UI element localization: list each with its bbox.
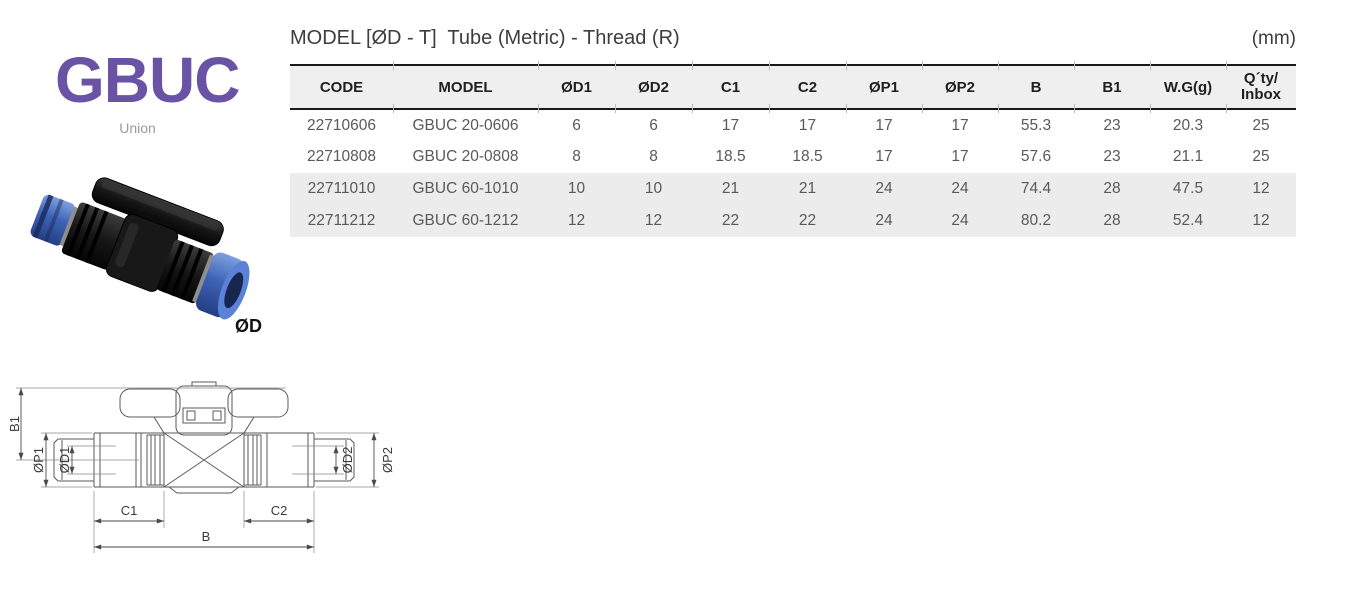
cell-c2: 21 [769,173,846,205]
cell-d1: 10 [538,173,615,205]
col-header-code: CODE [290,64,393,110]
cell-b: 80.2 [998,205,1074,237]
cell-code: 22710606 [307,116,376,134]
table-row: 22711010 GBUC 60-1010 10 10 21 21 24 24 … [290,173,1296,205]
cell-d2: 8 [649,148,658,165]
header-row: CODE MODEL ØD1 ØD2 C1 C2 ØP1 ØP2 B B1 W.… [290,62,1296,114]
dim-label-c2: C2 [271,503,288,518]
cell-d1: 6 [572,116,581,134]
cell-d2: 12 [615,205,692,237]
cell-b: 55.3 [1020,116,1052,134]
spec-table: CODE MODEL ØD1 ØD2 C1 C2 ØP1 ØP2 B B1 W.… [290,62,1296,237]
cell-c1: 17 [721,116,740,134]
dim-label-d1: ØD1 [57,447,72,474]
technical-drawing: B1 ØP1 ØD1 ØD2 ØP2 C1 C2 B [7,381,395,553]
cell-wg: 21.1 [1172,148,1204,165]
valve-outline [53,381,355,494]
cell-c2: 17 [798,116,817,134]
cell-model: GBUC 20-0808 [412,148,519,165]
cell-c1: 22 [692,205,769,237]
cell-b1: 23 [1103,148,1121,165]
cell-c1: 18.5 [715,148,746,165]
cell-code: 22711010 [290,173,393,205]
cell-wg: 20.3 [1172,116,1204,134]
col-header-d2: ØD2 [614,62,692,114]
cell-p1: 17 [875,148,893,165]
cell-p2: 17 [951,116,969,134]
cell-c2: 22 [769,205,846,237]
left-body [61,202,126,270]
col-header-b1: B1 [1073,62,1150,114]
col-header-model: MODEL [392,62,538,114]
col-header-qty: Q´ty/ Inbox [1225,62,1296,114]
cell-p1: 24 [846,205,922,237]
cell-b1: 28 [1074,173,1150,205]
cell-b: 74.4 [998,173,1074,205]
product-type-label: Union [119,120,156,136]
table-row: 22710808 GBUC 20-0808 8 8 18.5 18.5 17 1… [290,141,1296,173]
cell-qty: 25 [1252,116,1270,134]
cell-p1: 24 [846,173,922,205]
dim-label-d2: ØD2 [340,447,355,474]
cell-d1: 8 [572,148,581,165]
col-header-c2: C2 [768,62,846,114]
cell-b1: 28 [1074,205,1150,237]
right-body [157,240,215,304]
col-header-p2: ØP2 [921,62,998,114]
cell-b: 57.6 [1020,148,1052,165]
cell-model: GBUC 60-1212 [393,205,538,237]
cell-p2: 24 [922,205,998,237]
dim-label-p1: ØP1 [31,447,46,473]
cell-c1: 21 [692,173,769,205]
col-header-wg: W.G(g) [1149,62,1226,114]
cell-qty: 25 [1252,148,1270,165]
col-header-b: B [997,62,1074,114]
cell-p2: 17 [951,148,969,165]
dim-label-b: B [202,529,211,544]
cell-qty: 12 [1226,205,1296,237]
cell-b1: 23 [1103,116,1121,134]
valve-body [105,213,179,292]
col-header-d1: ØD1 [537,62,615,114]
dimension-lines [18,388,377,550]
dimension-labels: B1 ØP1 ØD1 ØD2 ØP2 C1 C2 B [7,416,395,544]
dim-label-b1: B1 [7,416,22,432]
product-photo: ØD [30,177,262,336]
cell-model: GBUC 60-1010 [393,173,538,205]
dim-label-p2: ØP2 [380,447,395,473]
cell-wg: 47.5 [1150,173,1226,205]
cell-model: GBUC 20-0606 [412,116,519,134]
cell-d2: 6 [649,116,658,134]
table-row: 22710606 GBUC 20-0606 6 6 17 17 17 17 55… [290,109,1296,141]
dim-label-c1: C1 [121,503,138,518]
unit-label: (mm) [1251,28,1296,49]
col-header-c1: C1 [691,62,769,114]
cell-p1: 17 [875,116,893,134]
cell-d1: 12 [538,205,615,237]
product-series-title: GBUC [55,44,240,116]
cell-c2: 18.5 [792,148,823,165]
cell-d2: 10 [615,173,692,205]
left-collet [30,194,79,247]
col-header-p1: ØP1 [845,62,922,114]
table-row: 22711212 GBUC 60-1212 12 12 22 22 24 24 … [290,205,1296,237]
cell-code: 22711212 [290,205,393,237]
right-collet [196,252,250,320]
photo-dimension-label: ØD [235,316,262,336]
cell-p2: 24 [922,173,998,205]
brand-block: GBUC Union [55,44,240,136]
cell-qty: 12 [1226,173,1296,205]
table-title-bar: MODEL [ØD - T] Tube (Metric) - Thread (R… [290,27,1296,50]
table-title: MODEL [ØD - T] Tube (Metric) - Thread (R… [290,27,680,49]
cell-code: 22710808 [307,148,376,165]
cell-wg: 52.4 [1150,205,1226,237]
